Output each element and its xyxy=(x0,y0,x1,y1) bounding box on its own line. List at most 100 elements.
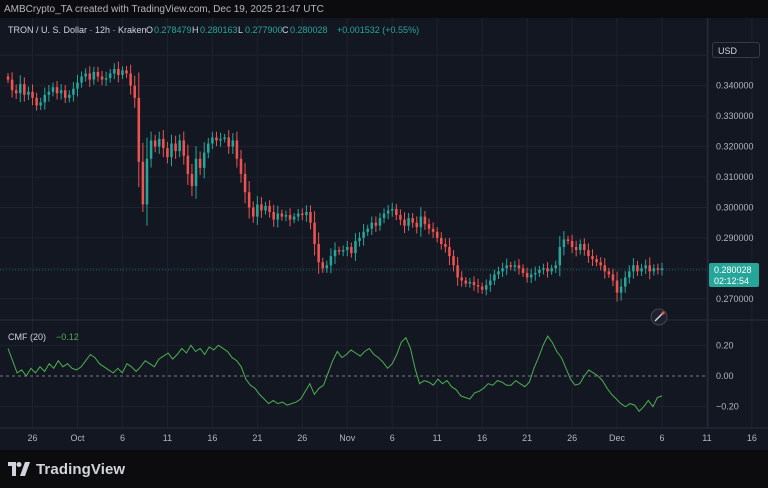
footer: TradingView xyxy=(0,450,768,488)
open-label: O xyxy=(146,25,153,35)
candle-body xyxy=(587,250,590,257)
time-tick-label: 26 xyxy=(297,433,307,443)
candle-body xyxy=(407,218,410,226)
candle-body xyxy=(509,265,513,267)
close-value: 0.280028 xyxy=(290,25,328,35)
candle-body xyxy=(305,212,308,216)
candle-body xyxy=(603,265,607,272)
candle-body xyxy=(427,224,431,229)
chart-background xyxy=(0,18,768,450)
candle-body xyxy=(141,161,145,205)
candle-body xyxy=(68,94,71,98)
price-tick-label: 0.270000 xyxy=(716,294,754,304)
candle-body xyxy=(80,76,83,83)
price-tick-label: 0.330000 xyxy=(716,111,754,121)
open-value: 0.278479 xyxy=(154,25,192,35)
candle-body xyxy=(170,143,173,158)
magic-wand-icon[interactable] xyxy=(650,308,668,326)
candle-body xyxy=(345,247,349,251)
candle-body xyxy=(382,213,386,219)
candle-body xyxy=(529,274,533,278)
candle-body xyxy=(121,70,124,76)
candle-body xyxy=(378,218,382,226)
tradingview-logo[interactable]: TradingView xyxy=(8,459,125,479)
candle-body xyxy=(460,277,463,281)
time-tick-label: 11 xyxy=(702,433,711,443)
candle-body xyxy=(182,140,186,156)
candle-body xyxy=(272,212,275,220)
cmf-group xyxy=(0,335,708,413)
candle-body xyxy=(448,247,451,257)
candle-body xyxy=(640,268,643,272)
candle-body xyxy=(660,268,664,270)
candle-body xyxy=(599,262,602,266)
candle-body xyxy=(464,280,468,284)
price-tick-label: 0.310000 xyxy=(716,172,754,182)
candle-body xyxy=(100,76,104,80)
candle-body xyxy=(497,271,500,275)
price-chart-svg[interactable]: 0.340000 0.330000 0.320000 0.310000 0.300000… xyxy=(0,18,768,450)
candle-body xyxy=(145,158,149,205)
time-tick-label: 21 xyxy=(522,433,532,443)
price-tick-label: 0.300000 xyxy=(716,202,754,212)
candle-body xyxy=(583,243,586,251)
candle-body xyxy=(350,247,353,254)
candle-body xyxy=(178,140,181,152)
candle-body xyxy=(337,250,341,252)
candle-body xyxy=(59,90,63,94)
currency-button[interactable]: USD xyxy=(712,42,760,58)
cmf-axis[interactable]: 0.20 0.00 −0.20 xyxy=(716,340,739,411)
candle-body xyxy=(125,70,128,74)
close-label: C xyxy=(282,25,289,35)
candle-body xyxy=(10,79,14,91)
candle-body xyxy=(113,68,116,74)
candle-body xyxy=(284,215,288,217)
time-axis[interactable]: 26Oct611162126Nov611162126Dec6111621 xyxy=(28,433,768,443)
candle-body xyxy=(517,265,521,269)
candle-body xyxy=(333,250,337,257)
candle-body xyxy=(133,85,136,98)
candle-body xyxy=(652,268,656,272)
candle-body xyxy=(456,265,459,278)
price-tick-label: 0.320000 xyxy=(716,142,754,152)
chart-area[interactable]: 0.340000 0.330000 0.320000 0.310000 0.300000… xyxy=(0,18,768,450)
candle-body xyxy=(76,82,79,89)
candle-body xyxy=(321,262,325,269)
cmf-line xyxy=(7,335,663,413)
candle-body xyxy=(264,205,267,211)
candle-body xyxy=(55,87,59,94)
candle-body xyxy=(395,208,398,216)
candle-body xyxy=(157,138,161,147)
candle-body xyxy=(440,237,443,244)
candle-body xyxy=(419,216,423,228)
candle-body xyxy=(149,140,153,159)
cmf-tick-label: 0.20 xyxy=(716,340,734,350)
candle-body xyxy=(166,148,169,158)
low-value: 0.277900 xyxy=(245,25,283,35)
cmf-tick-label: −0.20 xyxy=(716,402,739,412)
candle-body xyxy=(476,285,480,287)
time-tick-label: 11 xyxy=(163,433,172,443)
attribution-text: AMBCrypto_TA created with TradingView.co… xyxy=(4,4,324,15)
candle-body xyxy=(186,155,190,174)
candle-body xyxy=(243,173,247,193)
candle-body xyxy=(644,265,647,269)
candle-body xyxy=(423,216,427,225)
candle-body xyxy=(452,256,455,266)
candle-body xyxy=(231,140,235,147)
candle-body xyxy=(521,268,525,273)
candle-body xyxy=(288,215,292,220)
candle-body xyxy=(239,158,243,174)
candle-body xyxy=(501,268,504,272)
candle-body xyxy=(84,73,87,77)
candle-body xyxy=(558,247,562,266)
candle-body xyxy=(39,102,42,106)
candles-group xyxy=(6,61,664,302)
candle-body xyxy=(525,272,529,278)
candle-body xyxy=(227,137,230,147)
candle-body xyxy=(104,78,108,80)
candle-body xyxy=(636,265,639,272)
candle-body xyxy=(591,256,594,260)
candle-body xyxy=(6,76,10,80)
candle-body xyxy=(534,272,537,275)
